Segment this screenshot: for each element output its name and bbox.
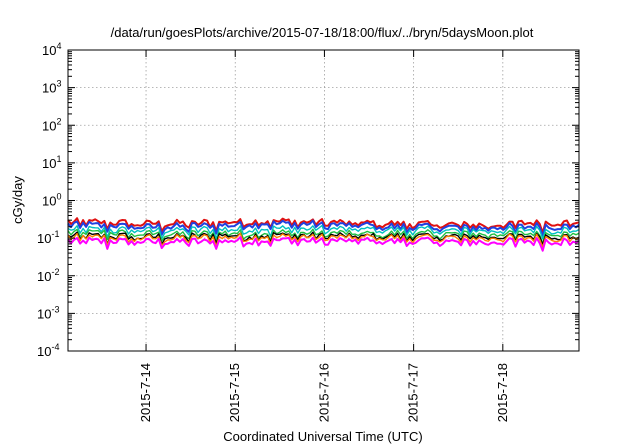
y-axis-label: cGy/day — [10, 176, 25, 224]
x-tick-label: 2015-7-14 — [138, 363, 153, 422]
axis-ticks — [68, 49, 579, 352]
x-axis: 2015-7-14 2015-7-15 2015-7-16 2015-7-17 2015… — [138, 363, 510, 422]
x-axis-label: Coordinated Universal Time (UTC) — [223, 429, 422, 444]
y-tick-label: 10-4 — [37, 342, 59, 359]
y-tick-label: 100 — [42, 192, 61, 209]
y-tick-label: 10-2 — [37, 267, 59, 284]
x-tick-label: 2015-7-17 — [406, 363, 421, 422]
series-line — [67, 236, 580, 252]
series-line — [67, 228, 580, 245]
grid — [68, 50, 579, 351]
x-tick-label: 2015-7-18 — [495, 363, 510, 422]
x-tick-label: 2015-7-15 — [227, 363, 242, 422]
y-tick-label: 101 — [42, 154, 61, 171]
chart-title: /data/run/goesPlots/archive/2015-07-18/1… — [111, 25, 534, 40]
y-tick-label: 10-3 — [37, 304, 59, 321]
series-line — [67, 224, 580, 240]
y-tick-label: 10-1 — [37, 229, 59, 246]
y-tick-label: 102 — [42, 116, 61, 133]
x-tick-label: 2015-7-16 — [316, 363, 331, 422]
y-tick-label: 104 — [42, 41, 61, 58]
series-line — [67, 232, 580, 248]
series-group — [67, 217, 580, 252]
y-tick-label: 103 — [42, 79, 61, 96]
series-line — [67, 219, 580, 238]
y-axis: 10-4 10-3 10-2 10-1 100 101 102 103 104 — [37, 41, 61, 359]
series-line — [67, 217, 580, 234]
